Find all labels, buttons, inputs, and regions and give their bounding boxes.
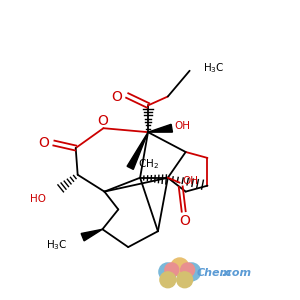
Circle shape bbox=[165, 263, 179, 277]
Circle shape bbox=[171, 258, 189, 276]
Text: CH$_2$: CH$_2$ bbox=[138, 157, 159, 171]
Circle shape bbox=[159, 263, 177, 281]
Text: H$_3$C: H$_3$C bbox=[46, 238, 68, 252]
Text: HO: HO bbox=[30, 194, 46, 203]
Circle shape bbox=[160, 272, 176, 288]
Polygon shape bbox=[81, 229, 102, 241]
Text: OH: OH bbox=[175, 121, 191, 131]
Text: O: O bbox=[39, 136, 50, 150]
Polygon shape bbox=[148, 124, 172, 132]
Text: O: O bbox=[111, 91, 122, 104]
Circle shape bbox=[177, 272, 193, 288]
Text: OH: OH bbox=[183, 176, 199, 186]
Circle shape bbox=[181, 263, 195, 277]
Polygon shape bbox=[127, 132, 148, 170]
Circle shape bbox=[183, 263, 200, 281]
Text: .com: .com bbox=[221, 268, 251, 278]
Text: O: O bbox=[97, 114, 108, 128]
Text: Chem: Chem bbox=[196, 268, 232, 278]
Text: O: O bbox=[179, 214, 190, 228]
Text: H$_3$C: H$_3$C bbox=[203, 61, 225, 75]
